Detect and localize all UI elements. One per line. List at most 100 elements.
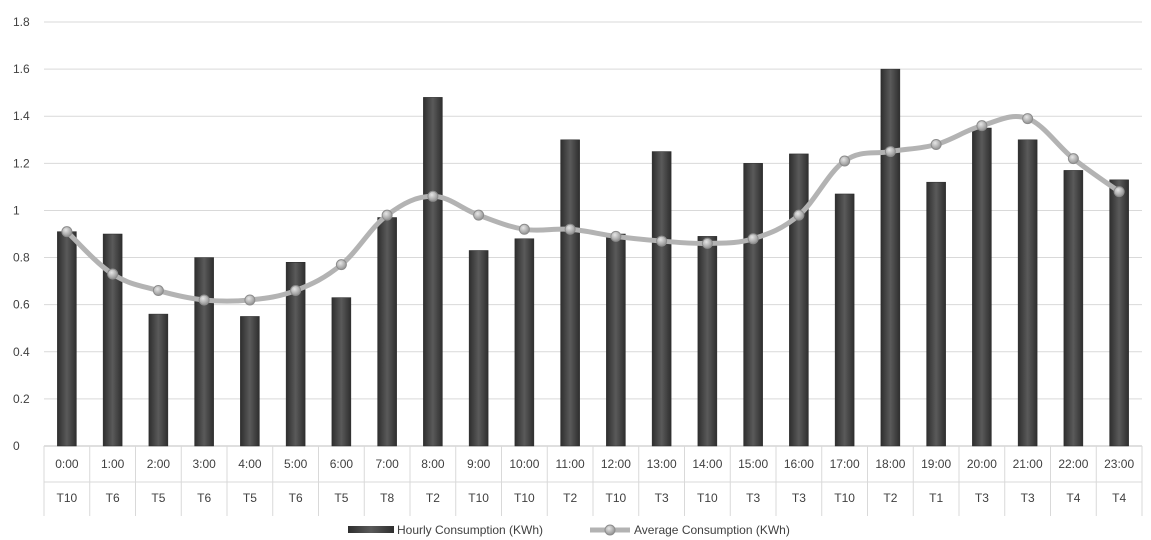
x-tick-label-tariff: T6 [106, 491, 120, 505]
x-tick-label-tariff: T5 [243, 491, 257, 505]
x-tick-label-hour: 8:00 [421, 457, 445, 471]
x-tick-label-hour: 20:00 [967, 457, 997, 471]
average-point [427, 190, 439, 202]
x-tick-label-tariff: T8 [380, 491, 394, 505]
average-point [244, 294, 256, 306]
average-point [976, 120, 988, 132]
y-tick-label: 0.8 [13, 251, 30, 265]
gridlines [44, 21, 1142, 400]
bar-hourly [102, 233, 123, 447]
x-tick-label-tariff: T3 [746, 491, 760, 505]
x-tick-label-tariff: T10 [606, 491, 627, 505]
x-tick-label-tariff: T10 [57, 491, 78, 505]
bar-hourly [743, 163, 763, 447]
x-tick-label-hour: 4:00 [238, 457, 262, 471]
bar-hourly [148, 313, 169, 447]
x-tick-label-tariff: T3 [975, 491, 989, 505]
average-point [793, 209, 805, 221]
bar-hourly [423, 97, 443, 447]
x-tick-label-tariff: T5 [334, 491, 348, 505]
bar-hourly [377, 217, 397, 447]
x-tick-label-tariff: T10 [514, 491, 535, 505]
x-tick-label-hour: 10:00 [509, 457, 539, 471]
x-tick-label-tariff: T3 [792, 491, 806, 505]
bar-hourly [331, 297, 352, 447]
average-line-path [64, 114, 1122, 304]
x-tick-label-hour: 11:00 [556, 457, 585, 471]
y-tick-label: 1 [13, 203, 20, 217]
average-point [701, 237, 713, 249]
average-point [656, 235, 668, 247]
y-tick-label: 0.4 [13, 345, 30, 359]
x-tick-label-tariff: T3 [1021, 491, 1035, 505]
average-point [518, 223, 530, 235]
bar-hourly [514, 238, 535, 447]
legend: Hourly Consumption (KWh) Average Consump… [348, 523, 790, 537]
x-tick-label-hour: 19:00 [921, 457, 951, 471]
bar-hourly [240, 316, 260, 447]
average-point [381, 209, 393, 221]
bar-hourly [1063, 170, 1084, 447]
y-tick-label: 1.2 [13, 156, 30, 170]
x-tick-label-hour: 13:00 [647, 457, 677, 471]
bar-hourly [560, 139, 580, 447]
x-tick-label-tariff: T4 [1112, 491, 1126, 505]
x-tick-label-tariff: T10 [468, 491, 489, 505]
x-tick-label-tariff: T1 [929, 491, 943, 505]
legend-swatch-average-marker [604, 524, 616, 536]
bar-hourly [468, 250, 489, 447]
y-tick-label: 0 [13, 439, 20, 453]
average-point [152, 285, 164, 297]
average-point [747, 233, 759, 245]
average-line [61, 113, 1125, 306]
average-point [335, 259, 347, 271]
x-tick-label-hour: 12:00 [601, 457, 631, 471]
x-tick-label-hour: 16:00 [784, 457, 814, 471]
x-tick-label-tariff: T10 [697, 491, 718, 505]
average-point [290, 285, 302, 297]
x-tick-label-hour: 15:00 [738, 457, 768, 471]
x-tick-label-hour: 7:00 [375, 457, 399, 471]
x-tick-label-hour: 5:00 [284, 457, 308, 471]
y-tick-label: 1.6 [13, 62, 30, 76]
average-point [61, 226, 73, 238]
bar-hourly [1109, 179, 1129, 447]
x-tick-label-hour: 2:00 [147, 457, 171, 471]
y-tick-label: 0.6 [13, 298, 30, 312]
average-point [610, 230, 622, 242]
x-tick-label-tariff: T2 [563, 491, 577, 505]
x-tick-label-tariff: T4 [1066, 491, 1080, 505]
x-tick-label-hour: 9:00 [467, 457, 491, 471]
x-tick-label-hour: 18:00 [875, 457, 905, 471]
y-tick-label: 1.4 [13, 109, 30, 123]
legend-swatch-hourly [348, 526, 394, 533]
legend-label-hourly: Hourly Consumption (KWh) [397, 523, 543, 537]
hourly-bars [57, 68, 1129, 447]
x-tick-label-tariff: T2 [426, 491, 440, 505]
x-tick-label-hour: 21:00 [1013, 457, 1043, 471]
x-tick-label-tariff: T5 [151, 491, 165, 505]
bar-hourly [1017, 139, 1038, 447]
x-tick-label-hour: 3:00 [192, 457, 216, 471]
average-point [1022, 113, 1034, 125]
average-point [1067, 153, 1079, 165]
average-point [1113, 186, 1125, 198]
x-tick-label-hour: 0:00 [55, 457, 79, 471]
x-tick-label-hour: 6:00 [330, 457, 354, 471]
x-tick-label-tariff: T6 [289, 491, 303, 505]
x-tick-label-hour: 23:00 [1104, 457, 1134, 471]
x-tick-label-hour: 1:00 [101, 457, 125, 471]
bar-hourly [789, 153, 809, 447]
bar-hourly [972, 127, 992, 447]
x-tick-label-hour: 17:00 [830, 457, 860, 471]
bar-hourly [834, 193, 855, 447]
bar-hourly [651, 151, 672, 447]
average-point [473, 209, 485, 221]
y-tick-label: 1.8 [13, 15, 30, 29]
category-axis-table [43, 445, 1143, 516]
y-axis-tick-labels: 0 0.2 0.4 0.6 0.8 1 1.2 1.4 1.6 1.8 [13, 15, 30, 453]
x-tick-label-tariff: T2 [883, 491, 897, 505]
average-point [884, 146, 896, 158]
average-point [107, 268, 119, 280]
